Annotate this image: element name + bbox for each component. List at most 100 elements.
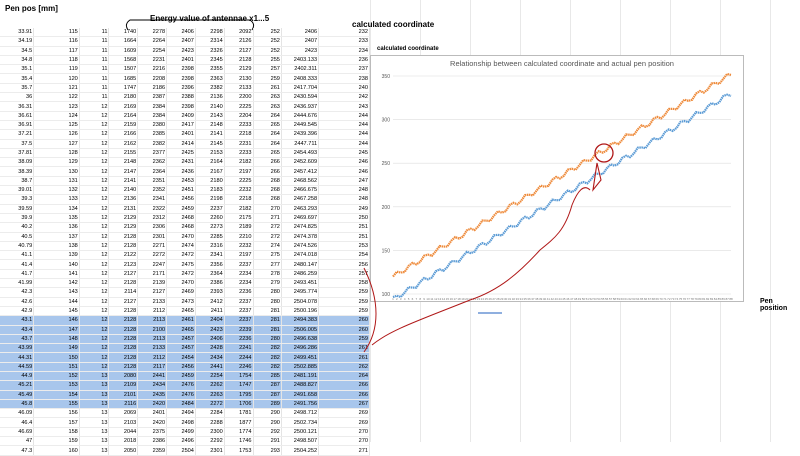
table-cell[interactable]: 42.3: [0, 287, 35, 298]
table-cell[interactable]: 2393: [195, 287, 225, 298]
table-cell[interactable]: 129: [33, 157, 80, 168]
table-cell[interactable]: 1706: [224, 399, 254, 410]
table-cell[interactable]: 2133: [137, 343, 168, 354]
table-cell[interactable]: 2069: [108, 408, 139, 419]
table-cell[interactable]: 47: [0, 436, 35, 447]
table-cell[interactable]: 2467.258: [281, 194, 320, 205]
table-cell[interactable]: 132: [33, 185, 80, 196]
table-row[interactable]: 38.7 131 12 2141 2351 2453 2180 2225 268 2468.562…: [0, 176, 370, 187]
table-cell[interactable]: 2232: [224, 185, 254, 196]
table-cell[interactable]: 2441: [195, 362, 225, 373]
table-cell[interactable]: 2189: [224, 222, 254, 233]
table-cell[interactable]: 45.49: [0, 390, 35, 400]
table-row[interactable]: 37.21 126 12 2166 2385 2401 2141 2218 264 2439.39…: [0, 129, 370, 140]
table-cell[interactable]: 13: [79, 408, 110, 419]
table-row[interactable]: 45.8 155 13 2116 2420 2484 2272 1706 289 2491.756…: [0, 399, 370, 410]
table-cell[interactable]: 2128: [108, 241, 139, 252]
table-cell[interactable]: 2129: [108, 222, 139, 233]
table-row[interactable]: 35.4 120 11 1685 2208 2398 2363 2130 259 2408.333…: [0, 73, 370, 84]
table-cell[interactable]: 244: [318, 111, 370, 121]
table-cell[interactable]: 2356: [195, 259, 225, 270]
table-cell[interactable]: 281: [253, 325, 282, 335]
table-cell[interactable]: 2456: [166, 194, 196, 205]
table-cell[interactable]: 261: [253, 83, 282, 94]
table-cell[interactable]: 2171: [137, 269, 168, 280]
table-cell[interactable]: 269: [318, 417, 370, 428]
table-cell[interactable]: 2435: [137, 390, 168, 400]
table-cell[interactable]: 2454.493: [281, 148, 320, 159]
table-cell[interactable]: 11: [79, 55, 110, 66]
table-cell[interactable]: 39.3: [0, 194, 35, 205]
table-cell[interactable]: 2411: [195, 306, 225, 317]
table-cell[interactable]: 2496.286: [281, 343, 320, 354]
table-cell[interactable]: 2398: [166, 101, 196, 112]
table-cell[interactable]: 2474.378: [281, 232, 320, 242]
table-cell[interactable]: 282: [253, 343, 282, 354]
table-row[interactable]: 36.61 124 12 2164 2384 2409 2143 2204 264 2444.67…: [0, 111, 370, 121]
table-cell[interactable]: 2469: [166, 287, 196, 298]
table-cell[interactable]: 35.4: [0, 73, 35, 84]
table-cell[interactable]: 12: [79, 213, 110, 224]
table-cell[interactable]: 41.99: [0, 278, 35, 289]
table-cell[interactable]: 12: [79, 241, 110, 252]
table-cell[interactable]: 2128: [108, 343, 139, 354]
table-cell[interactable]: 272: [253, 232, 282, 242]
table-cell[interactable]: 279: [253, 278, 282, 289]
table-cell[interactable]: 2167: [195, 166, 225, 177]
table-row[interactable]: 34.8 118 11 1568 2231 2401 2345 2128 255 2403.133…: [0, 55, 370, 66]
table-cell[interactable]: 2272: [137, 250, 168, 261]
table-cell[interactable]: 37.81: [0, 148, 35, 159]
table-cell[interactable]: 2498.507: [281, 436, 320, 447]
table-cell[interactable]: 2236: [224, 287, 254, 298]
table-cell[interactable]: 290: [253, 408, 282, 419]
table-cell[interactable]: 2113: [137, 334, 168, 345]
table-cell[interactable]: 12: [79, 101, 110, 112]
table-cell[interactable]: 2459: [166, 204, 196, 214]
table-cell[interactable]: 2148: [195, 120, 225, 131]
table-cell[interactable]: 2159: [108, 120, 139, 131]
table-cell[interactable]: 2225: [224, 101, 254, 112]
table-cell[interactable]: 2404: [195, 315, 225, 326]
table-cell[interactable]: 2402.311: [281, 64, 320, 75]
table-cell[interactable]: 2453: [166, 176, 196, 187]
table-cell[interactable]: 2225: [224, 176, 254, 187]
table-cell[interactable]: 152: [33, 371, 80, 382]
table-cell[interactable]: 2183: [195, 185, 225, 196]
table-cell[interactable]: 12: [79, 306, 110, 317]
table-cell[interactable]: 1747: [108, 83, 139, 94]
table-cell[interactable]: 2476: [166, 380, 196, 391]
table-cell[interactable]: 274: [253, 241, 282, 252]
table-cell[interactable]: 118: [33, 55, 80, 66]
table-cell[interactable]: 264: [318, 371, 370, 382]
table-cell[interactable]: 2463.293: [281, 204, 320, 214]
table-cell[interactable]: 2444.676: [281, 111, 320, 121]
table-cell[interactable]: 12: [79, 315, 110, 326]
table-cell[interactable]: 254: [318, 250, 370, 261]
table-cell[interactable]: 2469.697: [281, 213, 320, 224]
table-cell[interactable]: 262: [318, 362, 370, 373]
table-cell[interactable]: 2155: [108, 148, 139, 159]
table-cell[interactable]: 2133: [137, 297, 168, 307]
table-cell[interactable]: 2449.545: [281, 120, 320, 131]
table-cell[interactable]: 2260: [195, 213, 225, 224]
table-cell[interactable]: 35.7: [0, 83, 35, 94]
table-cell[interactable]: 268: [253, 185, 282, 196]
table-cell[interactable]: 11: [79, 46, 110, 56]
table-cell[interactable]: 2322: [137, 204, 168, 214]
table-cell[interactable]: 12: [79, 120, 110, 131]
table-cell[interactable]: 272: [253, 222, 282, 233]
table-cell[interactable]: 2476: [166, 390, 196, 400]
table-cell[interactable]: 2127: [137, 287, 168, 298]
table-cell[interactable]: 2436.937: [281, 101, 320, 112]
table-row[interactable]: 43.4 147 12 2128 2100 2465 2423 2239 281 2506.005…: [0, 325, 370, 335]
table-cell[interactable]: 263: [253, 92, 282, 103]
table-cell[interactable]: 2288: [195, 417, 225, 428]
table-cell[interactable]: 13: [79, 427, 110, 438]
table-cell[interactable]: 155: [33, 399, 80, 410]
table-cell[interactable]: 2246: [224, 362, 254, 373]
table-cell[interactable]: 12: [79, 297, 110, 307]
table-cell[interactable]: 2239: [224, 325, 254, 335]
table-cell[interactable]: 2285: [195, 232, 225, 242]
table-row[interactable]: 44.9 152 13 2080 2441 2459 2254 1754 285 2481.191…: [0, 371, 370, 382]
table-cell[interactable]: 2363: [195, 73, 225, 84]
